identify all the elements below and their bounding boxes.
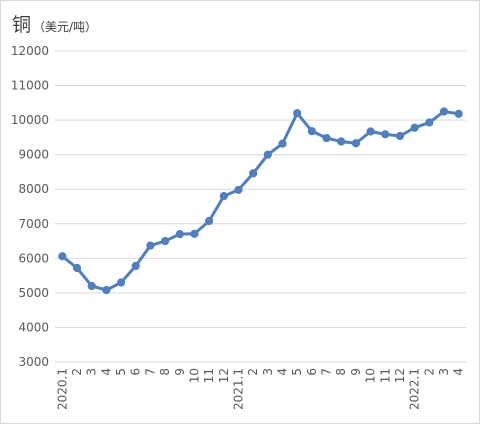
y-tick-label: 3000 bbox=[18, 355, 49, 369]
data-point bbox=[131, 261, 140, 271]
data-point bbox=[439, 107, 449, 116]
x-tick-label: 11 bbox=[202, 368, 216, 383]
y-tick-label: 5000 bbox=[18, 286, 49, 300]
x-tick-label: 11 bbox=[378, 368, 392, 383]
x-tick-label: 6 bbox=[129, 368, 143, 376]
x-tick-label: 7 bbox=[143, 368, 157, 376]
x-tick-label: 2 bbox=[422, 368, 436, 376]
data-point bbox=[322, 133, 331, 143]
x-tick-label: 10 bbox=[187, 368, 201, 383]
data-point bbox=[425, 118, 434, 127]
x-tick-label: 9 bbox=[173, 368, 187, 376]
data-point bbox=[234, 185, 243, 195]
y-tick-label: 7000 bbox=[18, 217, 49, 231]
x-tick-label: 8 bbox=[158, 368, 172, 376]
y-tick-label: 6000 bbox=[18, 251, 49, 265]
chart-title: 铜 bbox=[12, 14, 32, 36]
x-tick-label: 2020.1 bbox=[55, 368, 69, 410]
data-point bbox=[395, 131, 405, 141]
x-tick-label: 4 bbox=[276, 368, 290, 376]
y-tick-label: 10000 bbox=[11, 113, 49, 127]
x-tick-label: 9 bbox=[349, 368, 363, 376]
data-point bbox=[102, 286, 111, 295]
x-tick-label: 3 bbox=[437, 368, 451, 376]
data-point bbox=[72, 263, 82, 273]
data-point bbox=[87, 281, 96, 291]
data-point bbox=[146, 241, 155, 250]
data-point bbox=[307, 127, 316, 136]
x-tick-label: 12 bbox=[217, 368, 231, 383]
y-tick-label: 8000 bbox=[18, 182, 49, 196]
x-tick-label: 3 bbox=[85, 368, 99, 376]
data-point bbox=[337, 137, 346, 146]
data-point bbox=[293, 109, 302, 118]
x-tick-label: 3 bbox=[261, 368, 275, 376]
x-tick-label: 7 bbox=[320, 368, 334, 376]
chart-title-block: 铜（美元/吨） bbox=[12, 16, 97, 35]
data-point bbox=[175, 230, 184, 239]
data-point bbox=[454, 109, 463, 118]
x-tick-label: 2 bbox=[246, 368, 260, 376]
data-point bbox=[278, 139, 287, 148]
data-point bbox=[205, 216, 214, 226]
x-tick-label: 12 bbox=[393, 368, 407, 383]
y-tick-label: 11000 bbox=[11, 79, 49, 93]
chart-unit: （美元/吨） bbox=[33, 20, 98, 34]
data-point bbox=[381, 130, 390, 139]
x-tick-label: 8 bbox=[334, 368, 348, 376]
data-point bbox=[366, 127, 375, 136]
data-point bbox=[160, 236, 170, 246]
x-tick-label: 4 bbox=[99, 368, 113, 376]
data-point bbox=[58, 252, 67, 261]
data-point bbox=[263, 150, 272, 159]
y-tick-label: 4000 bbox=[18, 320, 49, 334]
data-point bbox=[219, 192, 228, 201]
x-tick-label: 6 bbox=[305, 368, 319, 376]
series-line bbox=[60, 109, 461, 292]
y-tick-label: 9000 bbox=[18, 148, 49, 162]
x-tick-label: 4 bbox=[452, 368, 466, 376]
data-point bbox=[190, 229, 199, 238]
x-tick-label: 2 bbox=[70, 368, 84, 376]
y-tick-label: 12000 bbox=[11, 44, 49, 58]
x-tick-label: 10 bbox=[364, 368, 378, 383]
x-tick-label: 5 bbox=[290, 368, 304, 376]
x-tick-label: 5 bbox=[114, 368, 128, 376]
x-tick-label: 2022.1 bbox=[408, 368, 422, 410]
data-point bbox=[249, 169, 258, 178]
x-tick-label: 2021.1 bbox=[231, 368, 245, 410]
data-point bbox=[351, 139, 361, 148]
data-point bbox=[116, 278, 126, 287]
data-point bbox=[410, 123, 419, 132]
